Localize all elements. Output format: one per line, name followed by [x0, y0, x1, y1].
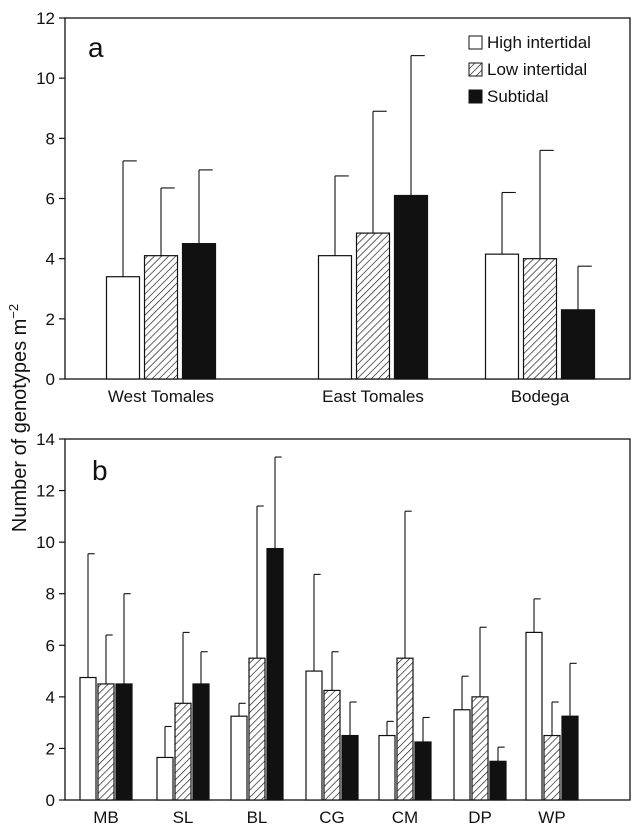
y-tick-label: 10 — [36, 69, 55, 88]
bar-subtidal — [560, 309, 596, 380]
category-label: CM — [392, 808, 418, 827]
category-label: West Tomales — [108, 387, 214, 406]
category-label: East Tomales — [322, 387, 424, 406]
y-tick-label: 0 — [46, 370, 55, 389]
bar-high — [305, 670, 323, 801]
bar-subtidal — [115, 683, 133, 801]
bar-subtidal — [414, 741, 432, 801]
bar-low — [543, 734, 561, 801]
bar-low — [323, 689, 341, 801]
panel-b: b 0 2 4 6 8 10 12 14 MB SL BL CG CM DP WP — [36, 430, 631, 827]
category-label: WP — [538, 808, 565, 827]
y-tick-label: 4 — [46, 688, 55, 707]
bar-subtidal — [561, 715, 579, 801]
bar-low — [174, 702, 192, 801]
bar-subtidal — [393, 194, 429, 380]
panel-a: a 0 2 4 6 8 10 12 West Tomales East Tomales Bodeg… — [36, 9, 631, 406]
bar-low — [248, 657, 266, 801]
legend: High intertidal Low intertidal Subtidal — [468, 33, 591, 106]
bar-subtidal — [192, 683, 210, 801]
bar-high — [156, 756, 174, 801]
bar-high — [79, 676, 97, 801]
bar-low — [355, 232, 391, 380]
legend-swatch-subtidal — [468, 89, 483, 104]
bar-low — [471, 696, 489, 801]
category-label: Bodega — [511, 387, 570, 406]
category-label: BL — [247, 808, 268, 827]
y-tick-label: 10 — [36, 533, 55, 552]
y-tick-label: 0 — [46, 791, 55, 810]
y-tick-label: 6 — [46, 636, 55, 655]
legend-swatch-low — [468, 62, 483, 77]
legend-swatch-high — [468, 35, 483, 50]
bar-high — [453, 709, 471, 801]
bar-high — [484, 253, 520, 380]
bar-subtidal — [341, 734, 359, 801]
y-tick-label: 14 — [36, 430, 55, 449]
bar-subtidal — [181, 243, 217, 380]
y-tick-label: 12 — [36, 482, 55, 501]
panel-b-label: b — [92, 455, 108, 486]
bar-high — [317, 255, 353, 380]
bar-subtidal — [489, 760, 507, 801]
category-label: MB — [93, 808, 119, 827]
bar-high — [230, 715, 248, 801]
legend-label-high: High intertidal — [487, 33, 591, 52]
y-axis-label: Number of genotypes m−2 — [6, 304, 31, 532]
panel-b-plot: 0 2 4 6 8 10 12 14 MB SL BL CG CM DP WP — [36, 430, 579, 827]
bar-subtidal — [266, 547, 284, 801]
legend-label-low: Low intertidal — [487, 60, 587, 79]
y-tick-label: 8 — [46, 129, 55, 148]
panel-a-plot: 0 2 4 6 8 10 12 West Tomales East Tomales Bodega — [36, 9, 596, 406]
category-label: SL — [173, 808, 194, 827]
category-label: CG — [319, 808, 345, 827]
bar-low — [97, 683, 115, 801]
y-tick-label: 4 — [46, 250, 55, 269]
bar-low — [396, 657, 414, 801]
y-tick-label: 2 — [46, 310, 55, 329]
bar-high — [105, 276, 141, 380]
category-label: DP — [468, 808, 492, 827]
y-tick-label: 12 — [36, 9, 55, 28]
bar-high — [378, 734, 396, 801]
legend-label-subtidal: Subtidal — [487, 87, 548, 106]
bar-low — [143, 255, 179, 380]
y-tick-label: 2 — [46, 739, 55, 758]
bar-high — [525, 631, 543, 801]
y-tick-label: 6 — [46, 190, 55, 209]
panel-a-label: a — [88, 32, 104, 63]
y-tick-label: 8 — [46, 585, 55, 604]
bar-low — [522, 258, 558, 380]
